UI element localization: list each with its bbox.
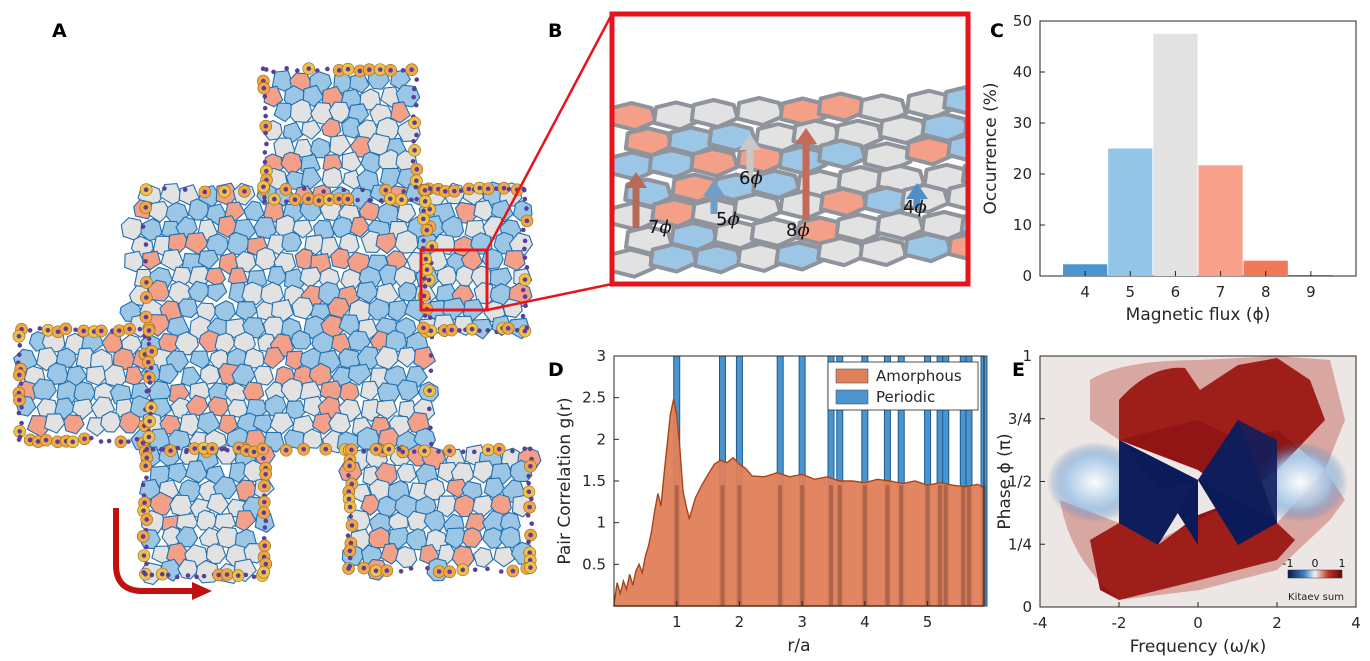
zoom-box [419, 248, 489, 312]
xtick-c-6: 6 [1171, 283, 1181, 301]
edge-direction-arrow [113, 508, 212, 600]
zoom-line-bottom [486, 282, 613, 312]
panel-b-letter: B [548, 20, 562, 42]
colorbar-label: Kitaev sum [1288, 592, 1344, 603]
flux-arrowhead-3 [795, 128, 817, 144]
ytick-c-10: 10 [1013, 216, 1032, 234]
legend-swatch-1 [835, 389, 869, 405]
ytick-c-0: 0 [1022, 267, 1032, 285]
ytick-d-0.5: 0.5 [582, 555, 606, 573]
bar-c-8 [1243, 260, 1288, 276]
xtick-e-0: -4 [1033, 614, 1048, 632]
panel-d-letter: D [548, 359, 564, 381]
ytick-c-30: 30 [1013, 114, 1032, 132]
ytick-e-2: 1/2 [1008, 473, 1032, 491]
legend-swatch-0 [835, 368, 869, 384]
ytick-d-3: 3 [596, 347, 606, 365]
ytick-d-2.5: 2.5 [582, 389, 606, 407]
zoom-line-top [485, 13, 614, 251]
xtick-d-1: 1 [672, 613, 682, 631]
bar-c-4 [1063, 264, 1108, 276]
flux-arrowhead-1 [703, 180, 725, 196]
bar-c-7 [1198, 165, 1243, 276]
ylabel-e: Phase ϕ (π) [995, 433, 1015, 529]
xtick-d-3: 3 [797, 613, 807, 631]
ytick-d-1: 1 [596, 514, 606, 532]
ytick-d-2: 2 [596, 430, 606, 448]
flux-arrowhead-4 [906, 183, 928, 199]
flux-arrows: 7ϕ 5ϕ 6ϕ 8ϕ 4ϕ [625, 128, 928, 241]
xtick-d-4: 4 [860, 613, 870, 631]
flux-label-3: 8ϕ [786, 220, 810, 241]
ytick-c-40: 40 [1013, 63, 1032, 81]
xtick-e-1: -2 [1112, 614, 1127, 632]
flux-label-1: 5ϕ [716, 209, 740, 230]
ytick-e-1: 1/4 [1008, 535, 1032, 553]
ytick-d-1.5: 1.5 [582, 472, 606, 490]
xtick-c-8: 8 [1261, 283, 1271, 301]
colorbar [1287, 569, 1343, 579]
ytick-c-20: 20 [1013, 165, 1032, 183]
ylabel-d: Pair Correlation g(r) [555, 397, 575, 564]
ylabel-c: Occurrence (%) [981, 82, 1001, 214]
chart-pair-correlation: 1 2 3 4 5 0.5 1 1.5 2 2.5 3 r/a Pair Correlation g(r… [555, 347, 988, 656]
xtick-e-2: 0 [1193, 614, 1203, 632]
chart-flux-occurrence: 4 5 6 7 8 9 0 10 20 30 40 50 Magnetic flux (ϕ) Occurr… [981, 12, 1357, 325]
xtick-e-4: 4 [1351, 614, 1361, 632]
xtick-c-7: 7 [1216, 283, 1226, 301]
amorphous-lattice-puzzle [12, 62, 542, 586]
xtick-c-9: 9 [1306, 283, 1316, 301]
ytick-c-50: 50 [1013, 12, 1032, 30]
xtick-c-4: 4 [1080, 283, 1090, 301]
axes-c [1039, 20, 1357, 277]
flux-arrowhead-0 [625, 172, 647, 188]
ytick-e-0: 0 [1022, 598, 1032, 616]
xlabel-e: Frequency (ω/κ) [1130, 637, 1266, 657]
bar-c-5 [1108, 148, 1153, 276]
zoom-frame [609, 11, 971, 287]
panel-a-letter: A [52, 20, 67, 42]
ytick-e-4: 1 [1022, 347, 1032, 365]
ytick-e-3: 3/4 [1008, 410, 1032, 428]
panel-c-letter: C [990, 20, 1004, 42]
cbar-tick-2: 1 [1339, 557, 1346, 570]
xlabel-c: Magnetic flux (ϕ) [1126, 305, 1271, 325]
panel-e-letter: E [1012, 359, 1025, 381]
cbar-tick-1: 0 [1312, 557, 1319, 570]
amorphous-area [613, 399, 985, 607]
flux-label-2: 6ϕ [739, 168, 763, 189]
bar-c-6 [1153, 33, 1198, 276]
xtick-e-3: 2 [1272, 614, 1282, 632]
xtick-d-5: 5 [923, 613, 933, 631]
xtick-c-5: 5 [1126, 283, 1136, 301]
zoom-illustration [612, 14, 968, 284]
chart-kitaev-phase: -1 0 1 Kitaev sum -4 -2 0 2 4 0 1/4 1/2 3/4 1 Freque… [995, 347, 1361, 657]
legend-label-0: Amorphous [876, 367, 962, 385]
flux-label-0: 7ϕ [648, 217, 672, 238]
legend-label-1: Periodic [876, 388, 935, 406]
xtick-d-2: 2 [735, 613, 745, 631]
xlabel-d: r/a [787, 636, 810, 656]
cbar-tick-0: -1 [1283, 557, 1294, 570]
flux-arrowhead-2 [739, 134, 761, 150]
flux-label-4: 4ϕ [903, 197, 927, 218]
